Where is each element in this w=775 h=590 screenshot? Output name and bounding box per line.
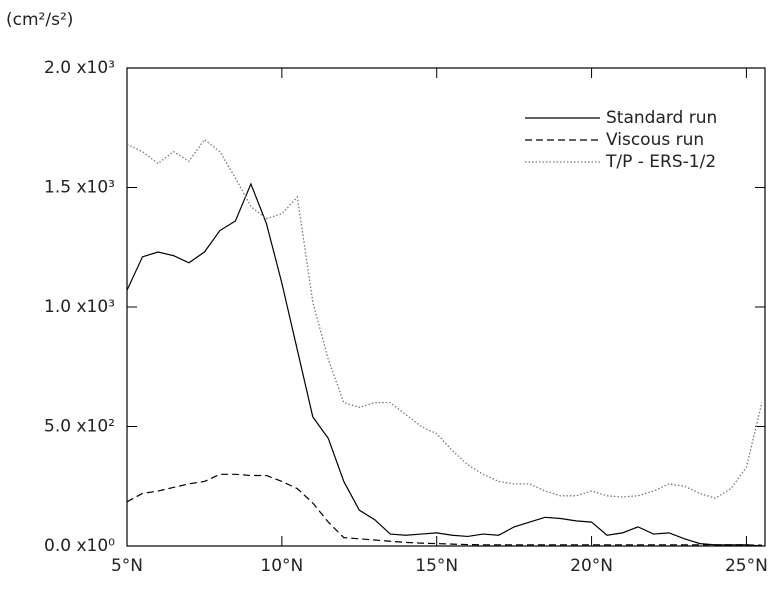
y-axis-label: (cm²/s²): [6, 10, 73, 30]
y-tick-label: 1.5 x10³: [44, 178, 115, 198]
x-tick-label: 10°N: [260, 556, 303, 576]
legend-label: Standard run: [606, 108, 717, 128]
legend-label: Viscous run: [606, 130, 704, 150]
y-tick-label: 5.0 x10²: [44, 417, 115, 437]
series-line: [126, 473, 762, 546]
x-tick-label: 5°N: [111, 556, 143, 576]
series-line: [126, 182, 762, 547]
x-tick-label: 15°N: [415, 556, 458, 576]
x-tick-label: 20°N: [570, 556, 613, 576]
legend-label: T/P - ERS-1/2: [605, 152, 716, 172]
series-line: [126, 138, 763, 499]
y-tick-label: 1.0 x10³: [44, 297, 115, 317]
x-tick-label: 25°N: [725, 556, 768, 576]
y-tick-label: 2.0 x10³: [44, 58, 115, 78]
y-tick-label: 0.0 x10⁰: [44, 536, 115, 556]
